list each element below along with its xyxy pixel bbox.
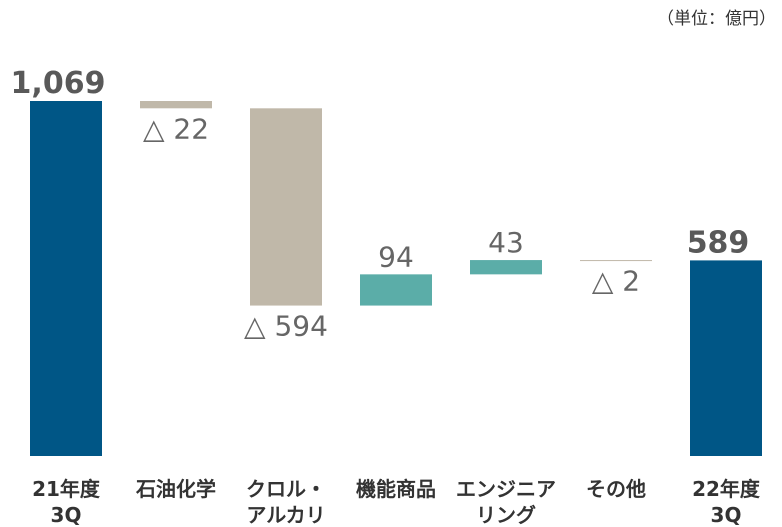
bar-3	[250, 108, 322, 306]
data-label-2: △ 22	[143, 112, 209, 145]
bar-5	[470, 260, 542, 275]
data-label-7: 589	[687, 225, 750, 260]
data-label-6: △ 2	[592, 265, 640, 298]
bar-1	[30, 101, 102, 456]
category-label-1: 21年度 3Q	[32, 477, 101, 527]
bar-7	[690, 260, 762, 456]
data-label-4: 94	[378, 240, 414, 273]
data-label-3: △ 594	[244, 310, 328, 343]
data-label-5: 43	[488, 226, 524, 259]
category-label-7: 22年度 3Q	[692, 477, 761, 527]
unit-note: （単位：億円）	[657, 9, 776, 29]
category-label-5: エンジニアリング	[456, 477, 556, 527]
bar-4	[360, 274, 432, 306]
category-label-3: クロル・アルカリ	[246, 477, 326, 527]
category-label-6: その他	[586, 477, 646, 501]
data-label-1: 1,069	[11, 66, 106, 101]
category-label-2: 石油化学	[135, 477, 216, 501]
bar-6	[580, 260, 652, 262]
bar-2	[140, 101, 212, 109]
category-label-4: 機能商品	[356, 477, 436, 501]
